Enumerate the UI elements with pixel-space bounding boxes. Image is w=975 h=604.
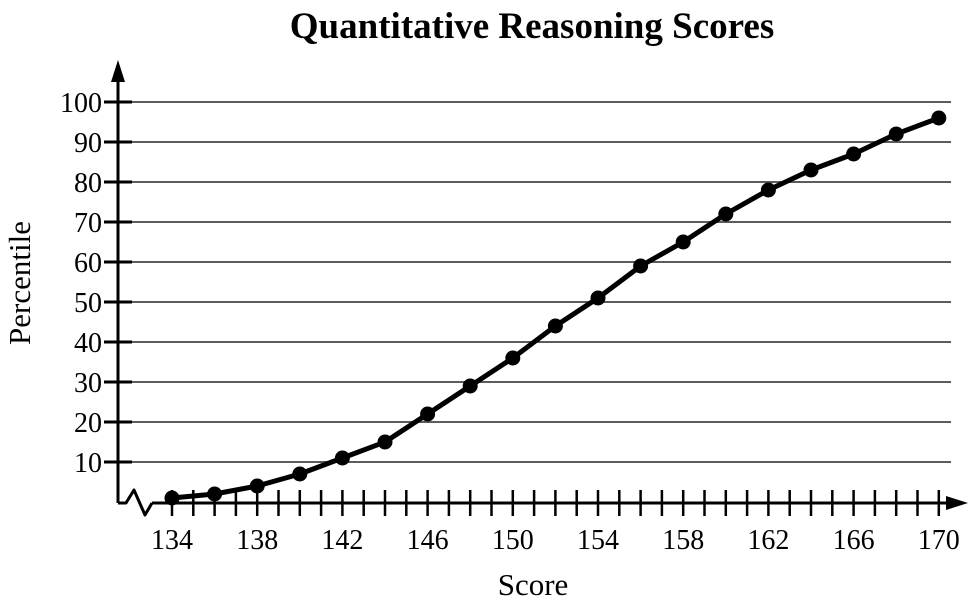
data-point-score-168-percentile-92 — [888, 126, 904, 142]
data-series-line — [164, 110, 947, 506]
x-axis-title: Score — [498, 567, 569, 602]
data-point-score-142-percentile-11 — [334, 450, 350, 466]
y-axis — [104, 60, 132, 503]
y-tick-label-20: 20 — [74, 408, 102, 439]
x-tick-label-170: 170 — [918, 525, 960, 556]
data-point-score-154-percentile-51 — [590, 290, 606, 306]
y-tick-label-10: 10 — [74, 448, 102, 479]
horizontal-gridlines — [118, 101, 951, 463]
x-axis-break — [118, 488, 154, 517]
y-tick-label-30: 30 — [74, 368, 102, 399]
y-axis-arrowhead — [111, 60, 125, 82]
data-point-score-140-percentile-7 — [292, 466, 308, 482]
data-point-score-162-percentile-78 — [760, 182, 776, 198]
x-tick-label-134: 134 — [151, 525, 193, 556]
x-tick-label-150: 150 — [492, 525, 534, 556]
x-tick-label-142: 142 — [321, 525, 363, 556]
y-axis-tick-labels: 10 20 30 40 50 60 70 80 90 100 — [60, 88, 102, 479]
data-point-score-156-percentile-59 — [633, 258, 649, 274]
chart-title: Quantitative Reasoning Scores — [290, 6, 774, 47]
data-point-score-134-percentile-1 — [164, 490, 180, 506]
data-point-score-164-percentile-83 — [803, 162, 819, 178]
x-tick-label-158: 158 — [662, 525, 704, 556]
x-tick-label-162: 162 — [747, 525, 789, 556]
data-point-score-160-percentile-72 — [718, 206, 734, 222]
data-point-score-148-percentile-29 — [462, 378, 478, 394]
x-tick-label-138: 138 — [236, 525, 278, 556]
y-tick-label-100: 100 — [60, 88, 102, 119]
data-point-score-158-percentile-65 — [675, 234, 691, 250]
data-point-score-150-percentile-36 — [505, 350, 521, 366]
x-axis — [118, 488, 968, 517]
y-tick-label-50: 50 — [74, 288, 102, 319]
y-tick-label-60: 60 — [74, 248, 102, 279]
y-tick-label-90: 90 — [74, 128, 102, 159]
x-axis-tick-labels: 134 138 142 146 150 154 158 162 166 170 — [151, 525, 960, 556]
y-tick-label-80: 80 — [74, 168, 102, 199]
data-point-score-152-percentile-44 — [547, 318, 563, 334]
data-point-score-170-percentile-96 — [931, 110, 947, 126]
y-axis-title: Percentile — [2, 221, 37, 345]
x-tick-label-166: 166 — [833, 525, 875, 556]
data-point-score-138-percentile-4 — [249, 478, 265, 494]
y-tick-label-40: 40 — [74, 328, 102, 359]
y-tick-label-70: 70 — [74, 208, 102, 239]
x-tick-label-146: 146 — [407, 525, 449, 556]
data-point-score-166-percentile-87 — [846, 146, 862, 162]
data-point-score-146-percentile-22 — [420, 406, 436, 422]
x-axis-arrowhead — [946, 496, 968, 510]
x-tick-label-154: 154 — [577, 525, 619, 556]
data-point-score-144-percentile-15 — [377, 434, 393, 450]
data-point-score-136-percentile-2 — [207, 486, 223, 502]
series-polyline — [169, 115, 942, 501]
